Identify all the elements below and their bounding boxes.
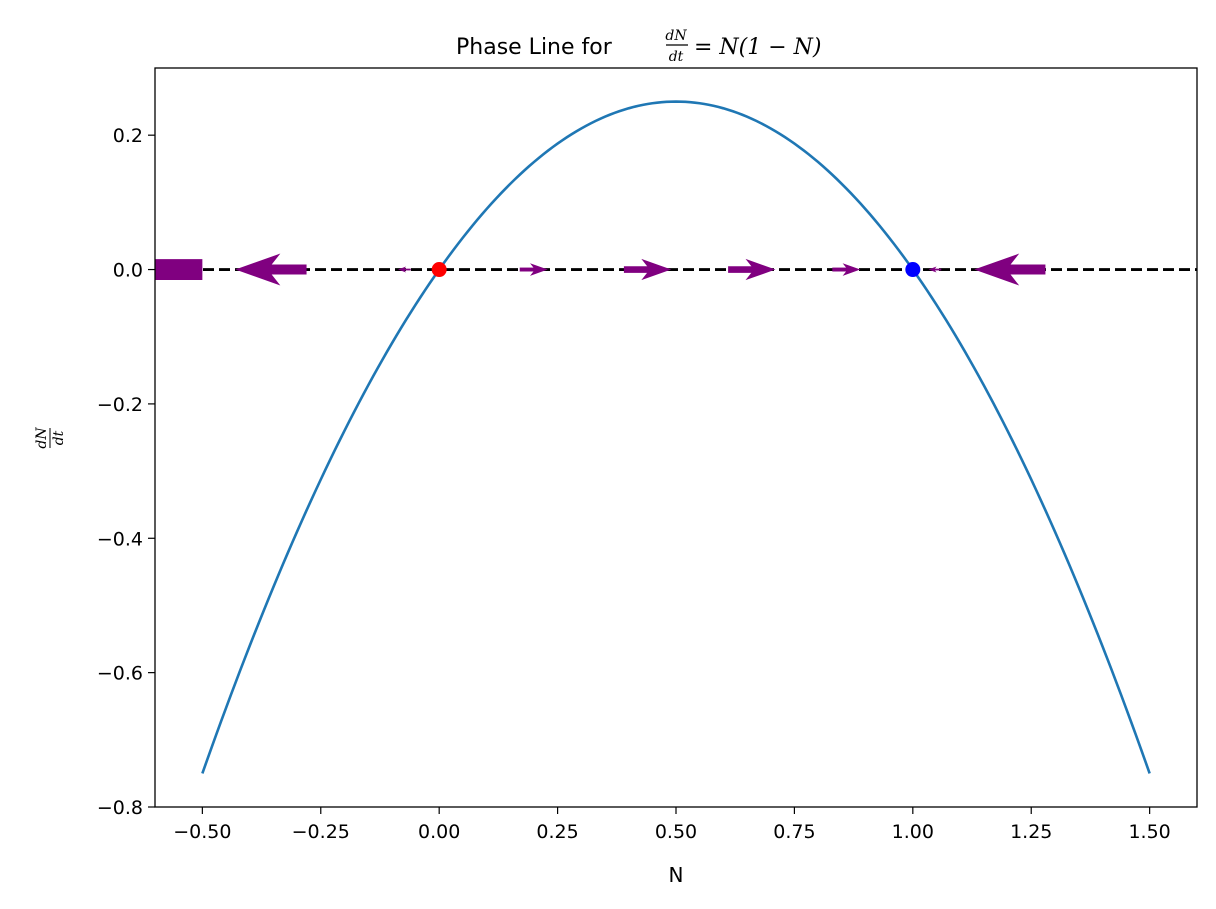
phase-arrow [928,266,942,273]
phase-arrows [155,253,1046,286]
equilibrium-point-unstable [431,262,447,278]
ylabel-numerator: dN [34,427,50,449]
x-tick-label: 0.50 [655,821,697,843]
y-tick-label: 0.2 [113,125,143,147]
phase-arrow [974,253,1046,286]
phase-arrow [728,258,776,281]
phase-arrow [155,259,203,281]
title-text: Phase Line for [456,35,613,60]
y-tick-label: 0.0 [113,260,143,282]
chart-title: Phase Line for dN dt = N(1 − N) [456,28,822,65]
y-tick-label: −0.8 [97,797,143,819]
dndt-curve [201,100,1151,774]
title-frac-numerator: dN [665,28,687,44]
y-tick-label: −0.6 [97,663,143,685]
phase-arrow [519,263,548,276]
x-tick-label: 0.75 [773,821,815,843]
x-tick-label: 0.00 [418,821,460,843]
x-tick-label: 0.25 [536,821,578,843]
x-tick-label: 1.25 [1010,821,1052,843]
ylabel-denominator: dt [51,430,67,445]
phase-arrow [623,258,672,281]
y-tick-label: −0.2 [97,394,143,416]
x-tick-label: 1.00 [892,821,934,843]
x-tick-label: −0.25 [292,821,350,843]
equilibrium-points [431,262,921,278]
plot-area [155,100,1197,774]
equilibrium-point-stable [905,262,921,278]
x-tick-label: −0.50 [173,821,231,843]
x-axis-ticks: −0.50 −0.25 0.00 0.25 0.50 0.75 1.00 1.25 1.50 [173,807,1171,843]
y-axis-label: dN dt [34,427,67,449]
x-tick-label: 1.50 [1128,821,1170,843]
phase-arrow [398,266,411,273]
title-equation: = N(1 − N) [694,35,822,60]
y-tick-label: −0.4 [97,528,143,550]
phase-arrow [235,253,307,286]
title-frac-denominator: dt [669,49,684,65]
y-axis-ticks: −0.8 −0.6 −0.4 −0.2 0.0 0.2 [97,125,155,819]
phase-arrow [832,263,861,276]
axes-frame [154,67,1198,808]
x-axis-label: N [669,863,684,887]
